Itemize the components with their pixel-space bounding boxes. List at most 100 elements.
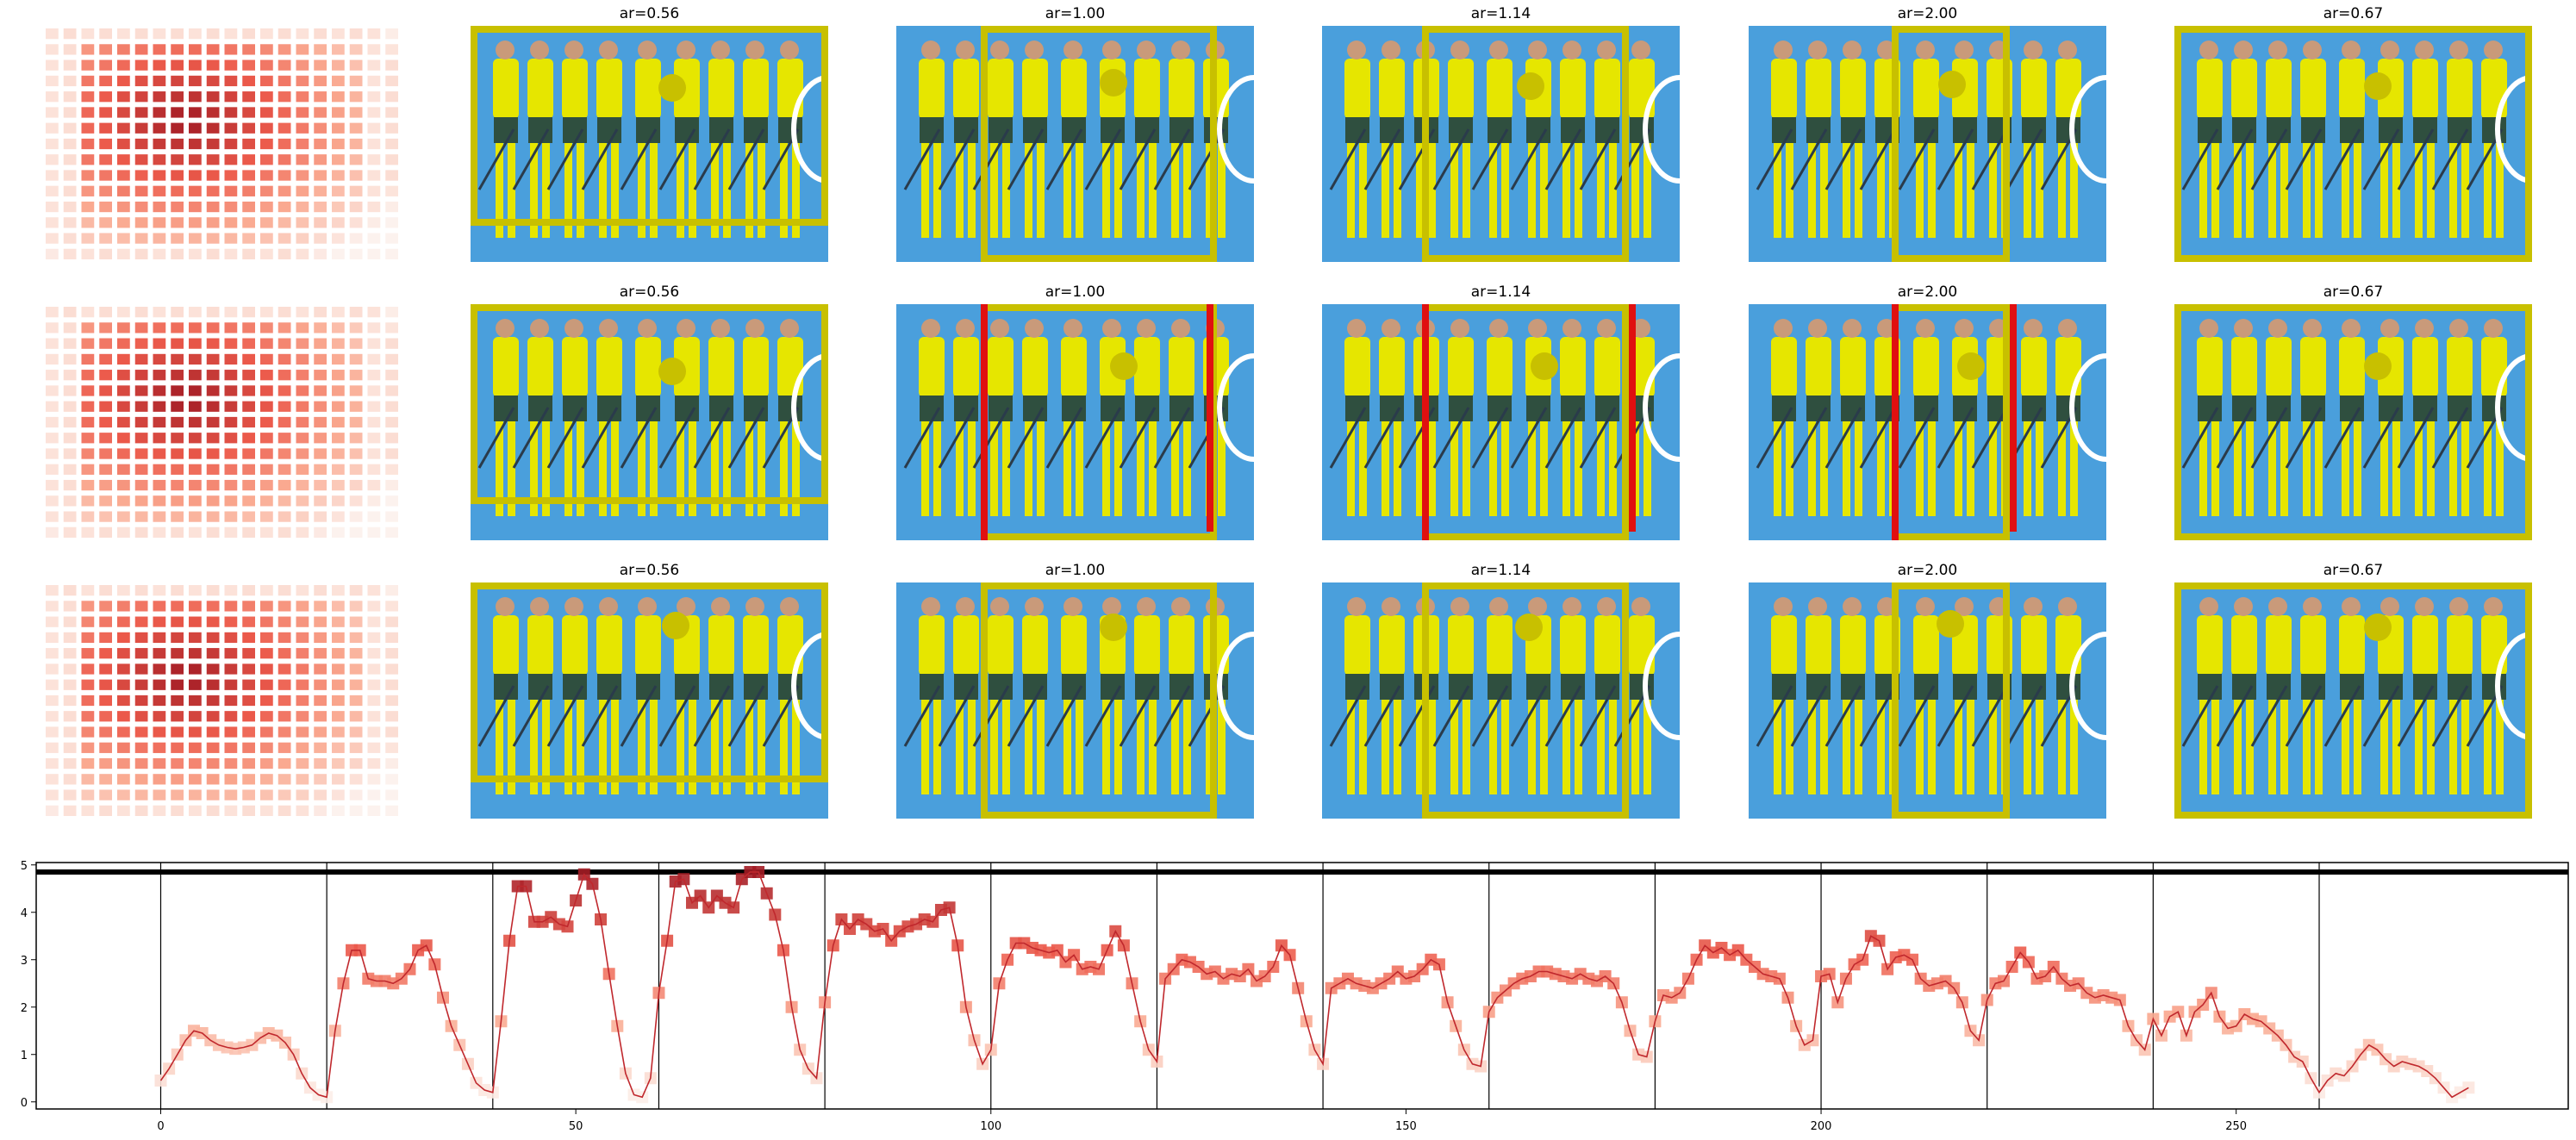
heatmap-cell — [296, 448, 309, 459]
player-leg — [745, 421, 753, 516]
heatmap-cell — [171, 138, 184, 150]
player-torso — [1840, 615, 1866, 676]
heatmap-cell — [206, 338, 220, 349]
heatmap-cell — [189, 370, 202, 381]
heatmap-cell — [134, 805, 148, 816]
heatmap-cell — [46, 448, 59, 459]
heatmap-cell — [224, 511, 238, 522]
player-head — [1562, 40, 1581, 59]
heatmap-cell — [153, 44, 166, 55]
heatmap-cell — [153, 805, 166, 816]
player-leg — [1489, 421, 1497, 516]
heatmap-cell — [134, 757, 148, 769]
heatmap-cell — [332, 448, 345, 459]
player-head — [2380, 319, 2399, 338]
heatmap-cell — [134, 170, 148, 181]
hockey-stick — [620, 407, 658, 469]
heatmap-cell — [46, 401, 59, 412]
player-leg — [2484, 700, 2492, 794]
player-torso — [1448, 59, 1474, 119]
heatmap-cell — [153, 648, 166, 659]
heatmap-cell — [314, 648, 327, 659]
player-leg — [956, 143, 964, 238]
heatmap-cell — [349, 91, 363, 103]
player-leg — [577, 143, 584, 238]
heatmap-cell — [224, 433, 238, 444]
player-head — [745, 319, 764, 338]
heatmap-cell — [81, 233, 95, 244]
heatmap-cell — [117, 805, 130, 816]
heatmap-cell — [224, 416, 238, 428]
heatmap-cell — [242, 511, 255, 522]
heatmap-cell — [242, 601, 255, 612]
heatmap-cell — [63, 353, 77, 365]
heatmap-cell — [296, 122, 309, 134]
player-leg — [1786, 143, 1793, 238]
heatmap-cell — [189, 59, 202, 71]
player-leg — [689, 143, 696, 238]
heatmap-cell — [296, 138, 309, 150]
player-head — [745, 597, 764, 616]
heatmap-cell — [260, 401, 273, 412]
heatmap-cell — [99, 789, 112, 800]
player-leg — [1644, 421, 1651, 516]
player-head — [1877, 597, 1896, 616]
heatmap-cell — [224, 663, 238, 675]
player-head — [1450, 597, 1469, 616]
player-torso — [596, 615, 622, 676]
heatmap-cell — [153, 201, 166, 213]
player-leg — [2234, 421, 2242, 516]
hockey-stick — [2397, 128, 2435, 190]
heatmap-cell — [385, 464, 398, 475]
heatmap-cell — [63, 632, 77, 644]
heatmap-cell — [367, 353, 381, 365]
heatmap-cell — [134, 789, 148, 800]
heatmap-cell — [314, 322, 327, 333]
heatmap-cell — [349, 44, 363, 55]
heatmap-cell — [81, 416, 95, 428]
heatmap-cell — [278, 616, 291, 627]
heatmap-cell — [134, 479, 148, 491]
player-torso — [1344, 337, 1370, 397]
heatmap-cell — [349, 585, 363, 596]
player-leg — [677, 143, 684, 238]
heatmap-cell — [278, 757, 291, 769]
heatmap-cell — [385, 154, 398, 165]
heatmap-cell — [117, 401, 130, 412]
heatmap-cell — [367, 742, 381, 753]
heatmap-cell — [260, 695, 273, 707]
player-leg — [2392, 421, 2400, 516]
heatmap-cell — [260, 122, 273, 134]
heatmap-cell — [134, 663, 148, 675]
heatmap-cell — [367, 401, 381, 412]
heatmap-cell — [314, 495, 327, 507]
player-leg — [2280, 421, 2288, 516]
heatmap-cell — [117, 91, 130, 103]
hockey-stick — [693, 685, 731, 747]
player-leg — [1171, 421, 1179, 516]
player-leg — [990, 700, 998, 794]
player-torso — [2339, 337, 2365, 397]
heatmap-cell — [314, 91, 327, 103]
heatmap-cell — [349, 616, 363, 627]
hockey-stick — [1790, 685, 1828, 747]
heatmap-cell — [46, 526, 59, 538]
heatmap-cell — [153, 307, 166, 318]
heatmap-cell — [260, 370, 273, 381]
heatmap-cell — [171, 322, 184, 333]
heatmap-cell — [46, 233, 59, 244]
player-leg — [1149, 700, 1157, 794]
player-leg — [2246, 421, 2254, 516]
heatmap-cell — [153, 757, 166, 769]
player-torso — [2231, 337, 2257, 397]
player-leg — [1877, 421, 1885, 516]
crop-box — [1892, 582, 2010, 819]
heatmap-cell — [224, 201, 238, 213]
heatmap-cell — [46, 632, 59, 644]
player-torso — [2447, 59, 2473, 119]
heatmap-cell — [117, 757, 130, 769]
heatmap-cell — [296, 416, 309, 428]
heatmap-cell — [63, 307, 77, 318]
heatmap-cell — [99, 217, 112, 228]
heatmap-cell — [81, 648, 95, 659]
